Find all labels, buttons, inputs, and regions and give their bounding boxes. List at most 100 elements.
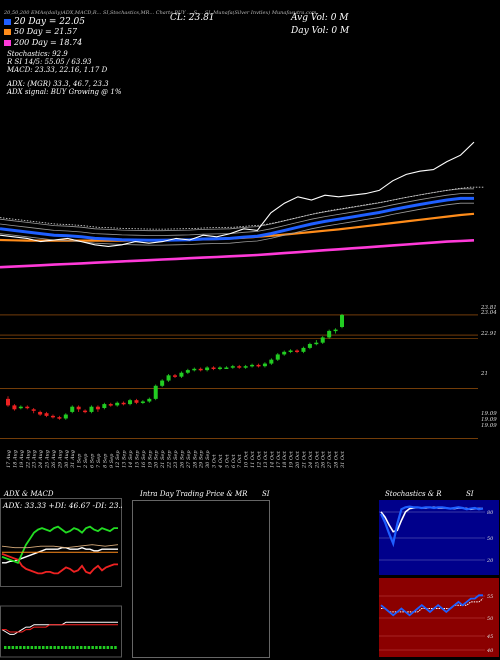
y-tick-label: 21 <box>480 371 488 377</box>
adx-panel-bg <box>0 498 122 587</box>
candle-body <box>327 330 332 338</box>
candle-body <box>128 400 133 405</box>
top-title: 20,50,200 EMAs(daily)ADX,MACD,R... SI,St… <box>4 10 317 16</box>
x-tick-label: 28 Sep <box>192 450 198 469</box>
x-tick-label: 29 Sep <box>199 450 205 469</box>
candle-body <box>76 406 81 410</box>
stoch-tick-label: 50 <box>487 536 494 542</box>
x-tick-label: 5 Oct <box>224 453 230 468</box>
x-tick-label: 25 Aug <box>45 450 51 469</box>
macd-histogram-bar <box>114 646 117 649</box>
candle-body <box>63 414 68 419</box>
candle-body <box>262 363 267 367</box>
intraday-panel-title: Intra Day Trading Price & MR <box>140 490 248 498</box>
candle-body <box>38 411 43 415</box>
candle-body <box>140 401 145 403</box>
macd-histogram-bar <box>11 646 15 649</box>
legend-ema200: 200 Day = 18.74 <box>4 37 85 48</box>
x-tick-label: 10 Oct <box>244 450 250 468</box>
candle-body <box>160 380 165 386</box>
ema20-upper-dots <box>0 186 484 230</box>
adx-values: ADX: (MGR) 33.3, 46.7, 23.3 <box>7 80 109 88</box>
adx-panel-label: ADX: 33.33 +DI: 46.67 -DI: 23.33 <box>2 501 122 510</box>
candle-body <box>95 406 100 410</box>
macd-histogram-bar <box>72 646 75 649</box>
macd-histogram-bar <box>91 646 94 649</box>
x-tick-label: 22 Aug <box>25 450 31 469</box>
candle-body <box>57 417 62 419</box>
x-tick-label: 21 Sep <box>160 450 166 469</box>
candle-body <box>134 400 139 403</box>
x-tick-label: 26 Oct <box>321 450 327 469</box>
x-tick-label: 28 Oct <box>334 450 340 469</box>
macd-histogram-bar <box>61 646 64 649</box>
candle-body <box>192 368 197 371</box>
candle-body <box>205 367 210 371</box>
macd-histogram-bar <box>99 646 102 649</box>
candle-body <box>70 406 75 412</box>
ema200-line <box>0 239 475 269</box>
x-tick-label: 2 Sep <box>83 453 89 469</box>
macd-histogram-bar <box>38 646 41 649</box>
adx-series-di <box>1 525 118 564</box>
x-tick-label: 16 Sep <box>141 450 147 468</box>
x-tick-label: 22 Sep <box>167 450 173 469</box>
macd-histogram-bar <box>42 646 45 649</box>
x-tick-label: 25 Oct <box>314 450 320 469</box>
avg-volume: Avg Vol: 0 M <box>291 13 349 23</box>
x-tick-label: 14 Oct <box>269 450 275 468</box>
x-tick-label: 29 Aug <box>57 450 63 469</box>
ema-legend: 20 Day = 22.05 50 Day = 21.57 200 Day = … <box>4 17 85 48</box>
candle-body <box>340 314 344 327</box>
macd-histogram-bar <box>76 646 79 649</box>
day-volume: Day Vol: 0 M <box>291 26 350 36</box>
candle-body <box>230 366 235 368</box>
macd-histogram-bar <box>49 646 53 649</box>
candle-body <box>295 350 300 353</box>
x-tick-label: 7 Sep <box>96 453 102 468</box>
ema200-swatch <box>4 39 11 46</box>
candle-body <box>6 398 10 406</box>
ema50-label: 50 Day = 21.57 <box>14 27 78 36</box>
intraday-panel-bg <box>132 500 270 658</box>
macd-histogram-bar <box>57 646 60 649</box>
adx-panel-title: ADX & MACD <box>4 490 54 498</box>
x-tick-label: 20 Oct <box>295 450 301 469</box>
candle-body <box>185 370 190 373</box>
rsi-tick-label: 40 <box>486 648 494 654</box>
stoch-tick-label: 80 <box>487 510 494 516</box>
macd-histogram-bar <box>15 646 18 649</box>
intraday-panel-si: SI <box>262 490 270 498</box>
macd-histogram-bar <box>30 646 34 649</box>
candle-body <box>217 367 222 369</box>
x-tick-label: 31 Aug <box>70 450 76 468</box>
stochastics-chart: 80 50 20 55 50 45 40 <box>379 500 499 657</box>
adx-series-adx <box>2 546 118 564</box>
x-tick-label: 27 Sep <box>186 450 192 469</box>
candle-body <box>307 343 312 348</box>
candle-body <box>211 367 216 369</box>
legend-ema50: 50 Day = 21.57 <box>4 26 85 37</box>
macd-histogram-bar <box>19 646 22 649</box>
x-tick-label: 18 Oct <box>282 450 288 468</box>
x-tick-label: 27 Oct <box>327 450 333 469</box>
ema50-swatch <box>4 28 11 35</box>
stat-stochastics: Stochastics: 92.9 <box>7 50 68 58</box>
candle-body <box>83 410 88 413</box>
candle-body <box>50 415 55 418</box>
y-tick-label: 22.91 <box>480 331 497 337</box>
x-tick-label: 17 Oct <box>276 450 282 468</box>
candle-body <box>179 372 184 377</box>
x-tick-label: 21 Oct <box>301 450 307 469</box>
adx-aux-line <box>1 544 119 549</box>
y-tick-label: 19.09 <box>481 411 497 417</box>
x-tick-label: 12 Oct <box>257 450 263 468</box>
x-tick-label: 3 Oct <box>212 453 218 468</box>
x-tick-label: 14 Sep <box>128 450 134 468</box>
y-tick-label: 19.09 <box>481 417 497 423</box>
candle-body <box>269 359 274 364</box>
x-tick-label: 6 Sep <box>90 453 96 468</box>
candle-body <box>198 368 203 371</box>
adx-signal: ADX signal: BUY Growing @ 1% <box>7 88 122 96</box>
x-tick-label: 1 Sep <box>77 453 83 468</box>
